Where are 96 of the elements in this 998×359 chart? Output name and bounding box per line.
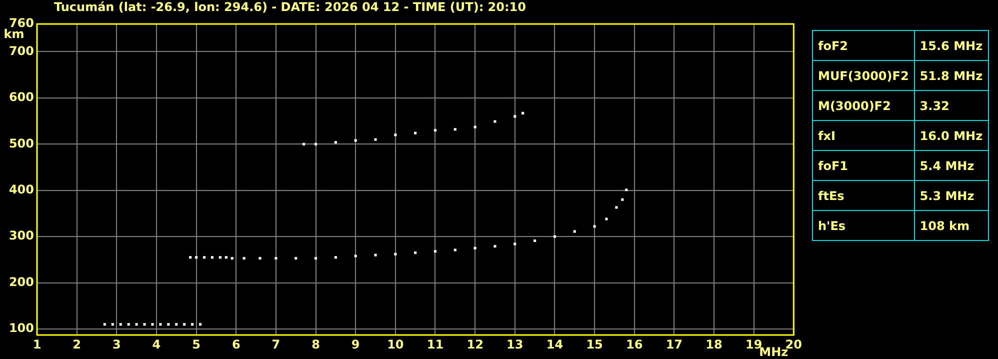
point: [434, 250, 437, 253]
point: [494, 245, 496, 248]
point: [127, 323, 130, 326]
point: [195, 256, 198, 259]
point: [374, 254, 377, 256]
point: [354, 139, 357, 142]
x-tick-label: 5: [192, 337, 200, 352]
point: [621, 198, 624, 201]
point: [189, 256, 192, 259]
y-tick-label: 500: [8, 136, 34, 150]
point: [135, 323, 138, 326]
text: foF2: [812, 30, 914, 60]
x-tick-label: 4: [152, 337, 161, 352]
y-tick-label: 100: [8, 321, 34, 336]
point: [514, 242, 516, 246]
point: [314, 257, 318, 260]
point: [175, 323, 178, 326]
point: [242, 257, 246, 260]
x-tick-label: 16: [626, 337, 643, 352]
text: h'Es: [812, 210, 914, 240]
point: [199, 323, 202, 326]
point: [119, 323, 122, 326]
text: 16.0 MHz: [914, 120, 988, 150]
point: [334, 256, 337, 259]
x-tick-label: 12: [466, 337, 484, 352]
chart-title: Tucumán (lat: -26.9, lon: 294.6) - DATE: 2026 04 12 - TIME (UT): 20:10: [54, 0, 526, 14]
point: [394, 134, 397, 136]
point: [522, 112, 524, 114]
y-tick-label: 700: [8, 44, 34, 58]
point: [514, 115, 516, 118]
point: [274, 257, 278, 260]
text: foF1: [812, 150, 914, 180]
y-tick-label: 300: [8, 228, 34, 243]
point: [553, 235, 556, 238]
x-tick-label: 3: [112, 337, 121, 352]
text: 5.4 MHz: [914, 150, 988, 180]
point: [454, 248, 456, 252]
point: [474, 126, 476, 128]
x-tick-label: 1: [32, 337, 42, 352]
point: [374, 138, 377, 141]
point: [454, 128, 456, 131]
point: [434, 129, 437, 132]
text: 51.8 MHz: [914, 60, 988, 90]
y-tick-label: 200: [8, 274, 34, 289]
point: [615, 206, 618, 209]
x-tick-label: 7: [272, 337, 280, 352]
point: [334, 141, 337, 144]
x-tick-label: 18: [706, 337, 722, 352]
x-tick-label: 11: [426, 337, 444, 352]
point: [151, 323, 154, 326]
point: [202, 256, 206, 259]
x-tick-label: 2: [72, 337, 82, 352]
x-tick-label: 15: [586, 337, 603, 352]
point: [394, 252, 397, 256]
y-tick-label: 600: [8, 90, 34, 104]
point: [230, 257, 234, 260]
point: [302, 142, 306, 146]
point: [414, 251, 417, 254]
point: [159, 323, 162, 326]
point: [494, 120, 496, 123]
point: [103, 323, 106, 326]
point: [143, 323, 146, 326]
point: [167, 323, 170, 326]
point: [414, 132, 417, 134]
text: 5.3 MHz: [914, 180, 988, 210]
point: [183, 323, 186, 326]
y-tick-label: 400: [8, 182, 34, 196]
point: [354, 254, 357, 258]
text: 15.6 MHz: [914, 30, 988, 60]
point: [573, 230, 576, 233]
x-tick-label: 6: [232, 337, 240, 352]
point: [605, 218, 608, 220]
text: MUF(3000)F2: [812, 60, 914, 90]
text: ftEs: [812, 180, 914, 210]
point: [625, 188, 628, 192]
x-tick-label: 17: [666, 337, 683, 352]
point: [224, 256, 228, 259]
text: fxI: [812, 120, 914, 150]
point: [191, 323, 194, 326]
x-tick-label: 13: [506, 337, 524, 352]
x-tick-label: 10: [387, 337, 404, 352]
x-tick-label: 9: [351, 337, 360, 352]
point: [258, 257, 262, 260]
point: [218, 256, 222, 259]
point: [314, 142, 318, 146]
text: 3.32: [914, 90, 988, 120]
text: 108 km: [914, 210, 988, 240]
x-tick-label: 14: [546, 337, 564, 352]
point: [111, 323, 114, 326]
text: M(3000)F2: [812, 90, 914, 120]
point: [534, 239, 536, 242]
point: [210, 256, 214, 259]
point: [593, 225, 596, 228]
x-tick-label: 8: [312, 337, 320, 352]
point: [294, 257, 298, 260]
point: [474, 246, 476, 250]
